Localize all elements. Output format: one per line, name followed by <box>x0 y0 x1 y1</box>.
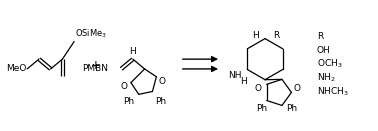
Text: H: H <box>252 31 259 40</box>
Text: NHCH$_3$: NHCH$_3$ <box>317 85 349 98</box>
Text: OCH$_3$: OCH$_3$ <box>317 58 342 70</box>
Text: H: H <box>130 47 136 56</box>
Text: NH$_2$: NH$_2$ <box>317 72 336 84</box>
Text: Ph: Ph <box>123 97 134 106</box>
Text: R: R <box>273 31 279 40</box>
Text: O: O <box>254 84 261 93</box>
Text: MeO: MeO <box>6 64 26 73</box>
Text: +: + <box>91 59 101 72</box>
Text: PMBN: PMBN <box>82 64 108 73</box>
Text: R: R <box>317 32 323 41</box>
Text: Ph: Ph <box>256 104 267 113</box>
Text: NH: NH <box>228 71 242 80</box>
Text: O: O <box>158 77 165 86</box>
Text: OSiMe$_3$: OSiMe$_3$ <box>75 27 107 40</box>
Text: H: H <box>240 77 247 86</box>
Text: O: O <box>121 82 128 91</box>
Text: Ph: Ph <box>155 97 167 106</box>
Text: Ph: Ph <box>287 104 298 113</box>
Text: O: O <box>293 84 301 93</box>
Text: OH: OH <box>317 46 331 55</box>
